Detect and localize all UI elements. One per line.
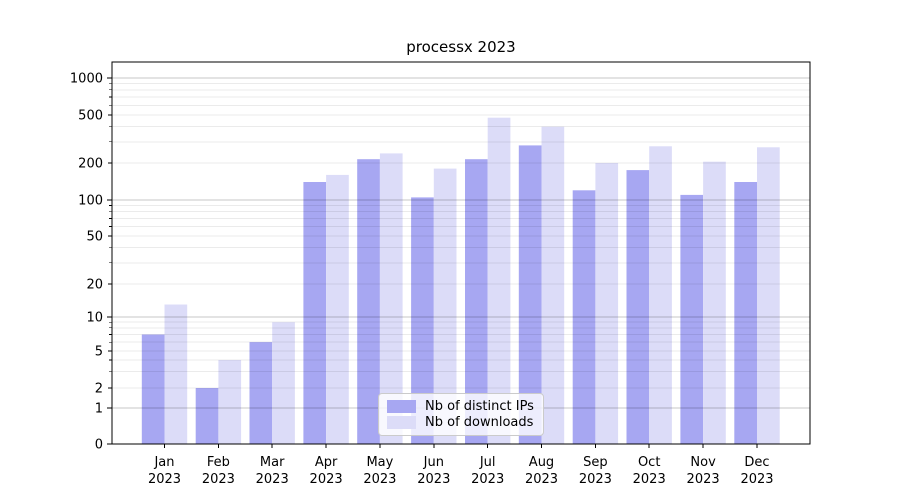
legend-label-distinct-ips: Nb of distinct IPs [425, 399, 534, 414]
xtick-label-year-may: 2023 [363, 472, 396, 487]
chart-legend: Nb of distinct IPs Nb of downloads [378, 393, 544, 436]
ytick-label-0: 0 [95, 438, 103, 453]
xtick-label-year-jul: 2023 [471, 472, 504, 487]
xtick-label-month-jan: Jan [153, 455, 174, 470]
ytick-label-500: 500 [78, 109, 103, 124]
bar-distinct-ips-may [357, 159, 380, 444]
xtick-label-year-jan: 2023 [148, 472, 181, 487]
bar-downloads-nov [703, 161, 726, 444]
xtick-label-year-jun: 2023 [417, 472, 450, 487]
xtick-label-year-feb: 2023 [202, 472, 235, 487]
bar-downloads-may [379, 153, 403, 444]
plot-border [111, 61, 811, 445]
xtick-label-month-jul: Jul [479, 455, 496, 470]
legend-swatch-downloads [387, 416, 416, 429]
legend-item-downloads: Nb of downloads [387, 415, 535, 430]
bar-downloads-feb [218, 360, 242, 444]
xtick-label-year-mar: 2023 [256, 472, 289, 487]
ytick-label-10: 10 [86, 311, 103, 326]
ytick-label-100: 100 [78, 194, 103, 209]
bar-distinct-ips-jun [411, 197, 434, 444]
xtick-label-year-apr: 2023 [310, 472, 343, 487]
bar-downloads-jun [433, 168, 457, 444]
bar-distinct-ips-jul [465, 159, 488, 444]
ytick-label-20: 20 [86, 278, 103, 293]
xtick-label-year-nov: 2023 [687, 472, 720, 487]
bar-distinct-ips-sep [572, 190, 596, 444]
xtick-label-year-dec: 2023 [740, 472, 773, 487]
ytick-label-1000: 1000 [70, 72, 103, 87]
bar-distinct-ips-mar [249, 342, 273, 444]
bar-distinct-ips-apr [303, 182, 327, 444]
legend-label-downloads: Nb of downloads [425, 415, 534, 430]
bar-downloads-apr [326, 174, 349, 444]
bar-downloads-mar [272, 322, 295, 444]
xtick-label-month-aug: Aug [529, 455, 554, 470]
xtick-label-year-aug: 2023 [525, 472, 558, 487]
xtick-label-month-feb: Feb [207, 455, 230, 470]
bar-distinct-ips-feb [195, 388, 219, 444]
ytick-label-2: 2 [95, 382, 103, 397]
ytick-label-5: 5 [95, 345, 103, 360]
bar-downloads-oct [649, 146, 672, 445]
xtick-label-month-nov: Nov [690, 455, 716, 470]
ytick-label-1: 1 [95, 402, 103, 417]
ytick-label-200: 200 [78, 157, 103, 172]
bar-distinct-ips-dec [734, 182, 757, 444]
xtick-label-month-jun: Jun [423, 455, 444, 470]
legend-item-distinct-ips: Nb of distinct IPs [387, 399, 535, 414]
bar-downloads-sep [595, 163, 619, 444]
chart-title: processx 2023 [406, 38, 516, 56]
bar-downloads-jul [487, 117, 511, 444]
xtick-label-month-dec: Dec [744, 455, 769, 470]
xtick-label-month-mar: Mar [260, 455, 285, 470]
ytick-label-50: 50 [86, 230, 103, 245]
bar-distinct-ips-nov [680, 194, 704, 444]
xtick-label-year-sep: 2023 [579, 472, 612, 487]
legend-swatch-distinct-ips [387, 400, 416, 413]
bar-distinct-ips-oct [626, 170, 650, 444]
bar-downloads-dec [757, 147, 780, 445]
xtick-label-month-sep: Sep [583, 455, 608, 470]
xtick-label-month-oct: Oct [638, 455, 660, 470]
bar-downloads-jan [164, 304, 188, 444]
bar-downloads-aug [541, 126, 565, 444]
bar-distinct-ips-aug [518, 145, 542, 444]
xtick-label-month-apr: Apr [315, 455, 338, 470]
xtick-label-month-may: May [366, 455, 393, 470]
bar-distinct-ips-jan [141, 334, 165, 444]
xtick-label-year-oct: 2023 [633, 472, 666, 487]
